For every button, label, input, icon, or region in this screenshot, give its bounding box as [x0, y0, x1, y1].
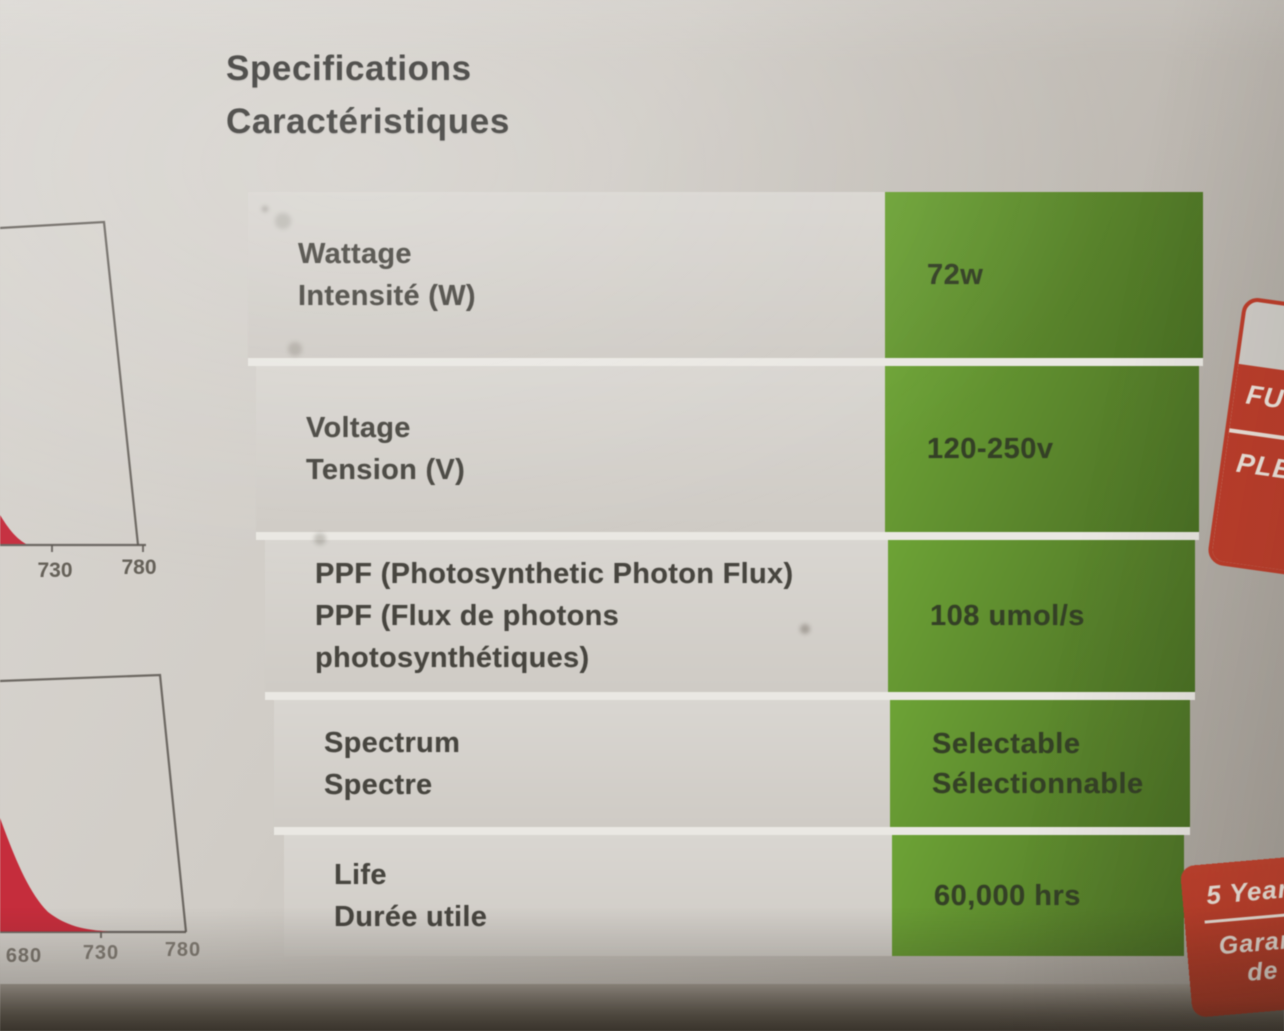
x-tick-label: 730 — [37, 559, 72, 582]
spectral-chart-upper: 730 780 — [0, 220, 157, 582]
spec-value: Selectable — [932, 727, 1081, 760]
spec-label-en: Life — [334, 858, 387, 891]
spec-label-cell: PPF (Photosynthetic Photon Flux) PPF (Fl… — [265, 540, 888, 692]
spec-value-cell: Selectable Sélectionnable — [890, 700, 1190, 827]
spec-label-fr: PPF (Flux de photons photosynthétiques) — [315, 600, 620, 674]
spec-row-ppf: PPF (Photosynthetic Photon Flux) PPF (Fl… — [265, 540, 1195, 700]
spec-label-cell: Spectrum Spectre — [274, 700, 890, 827]
spectral-chart-lower: 680 730 780 — [0, 673, 201, 967]
title-fr: Caractéristiques — [226, 102, 510, 141]
spec-value: 120-250v — [927, 433, 1054, 465]
spec-label-cell: Life Durée utile — [284, 835, 892, 956]
x-tick-label: 780 — [165, 939, 201, 961]
spec-label-fr: Spectre — [324, 768, 433, 801]
spec-label-cell: Voltage Tension (V) — [256, 366, 885, 532]
page-title: Specifications Caractéristiques — [226, 42, 510, 148]
spec-row-wattage: Wattage Intensité (W) 72w — [248, 192, 1203, 366]
spec-value-cell: 120-250v — [885, 366, 1199, 532]
spec-value: 60,000 hrs — [934, 879, 1081, 912]
smudge-marks — [262, 206, 268, 212]
x-tick-label: 730 — [83, 942, 119, 964]
spectral-curve — [0, 818, 110, 932]
spec-label-fr: Durée utile — [334, 900, 488, 933]
spec-value-cell: 72w — [885, 192, 1203, 358]
box-edge-band — [0, 984, 1284, 1031]
x-tick-label: 780 — [121, 556, 156, 579]
spec-label-en: Wattage — [298, 238, 412, 270]
warranty-text-fr-1: Garantie — [1217, 922, 1284, 961]
spec-label-fr: Tension (V) — [306, 454, 466, 486]
warranty-badge: 5 Year W Garantie de 5 a — [1179, 850, 1284, 1018]
warranty-text-en: 5 Year W — [1205, 870, 1284, 911]
spec-value: 108 umol/s — [930, 600, 1085, 632]
spec-value-line2: Sélectionnable — [932, 767, 1144, 800]
ribbon-shape: FU PLE — [1206, 296, 1284, 598]
spec-label-en: PPF (Photosynthetic Photon Flux) — [315, 558, 794, 590]
title-en: Specifications — [226, 49, 472, 88]
spec-label-en: Voltage — [306, 412, 411, 444]
spec-value: 72w — [927, 259, 984, 291]
ribbon-body: FU PLE — [1210, 363, 1284, 598]
spectral-curve — [0, 515, 26, 544]
ribbon-text-fr: PLE — [1234, 447, 1284, 486]
spec-row-life: Life Durée utile 60,000 hrs — [284, 835, 1184, 956]
spec-value-cell: 60,000 hrs — [892, 835, 1184, 956]
spec-label-cell: Wattage Intensité (W) — [248, 192, 885, 358]
chart-border — [0, 220, 140, 546]
spec-value-cell: 108 umol/s — [888, 540, 1195, 692]
spec-label-fr: Intensité (W) — [298, 280, 476, 312]
spec-row-voltage: Voltage Tension (V) 120-250v — [256, 366, 1199, 540]
spec-label-en: Spectrum — [324, 726, 461, 759]
spec-row-spectrum: Spectrum Spectre Selectable Sélectionnab… — [274, 700, 1190, 835]
x-tick-label: 680 — [6, 945, 42, 967]
spec-table: Wattage Intensité (W) 72w Voltage Tensio… — [248, 192, 1203, 956]
full-spectrum-ribbon: FU PLE — [1206, 282, 1284, 598]
